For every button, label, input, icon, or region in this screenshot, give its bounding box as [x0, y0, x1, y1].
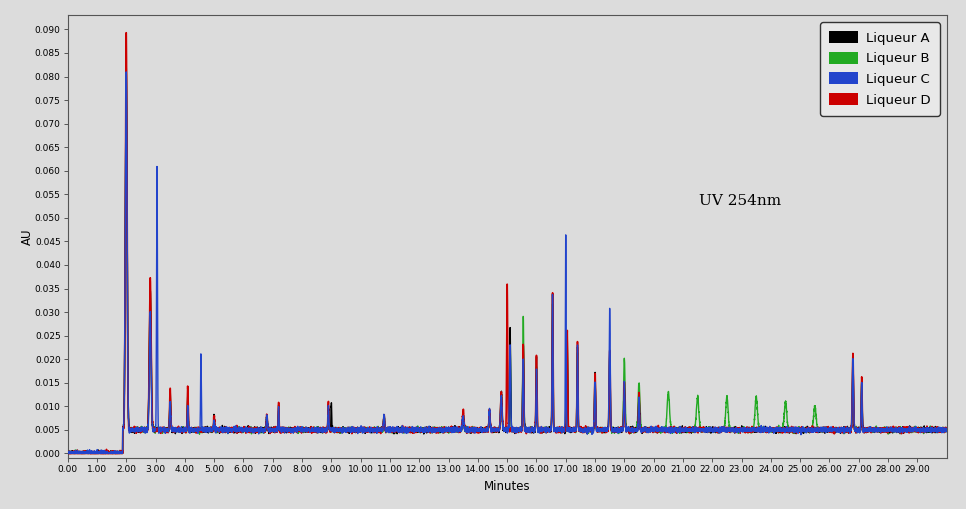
Legend: Liqueur A, Liqueur B, Liqueur C, Liqueur D: Liqueur A, Liqueur B, Liqueur C, Liqueur…	[820, 22, 940, 116]
Y-axis label: AU: AU	[20, 229, 34, 245]
X-axis label: Minutes: Minutes	[484, 479, 530, 493]
Text: UV 254nm: UV 254nm	[699, 194, 781, 208]
